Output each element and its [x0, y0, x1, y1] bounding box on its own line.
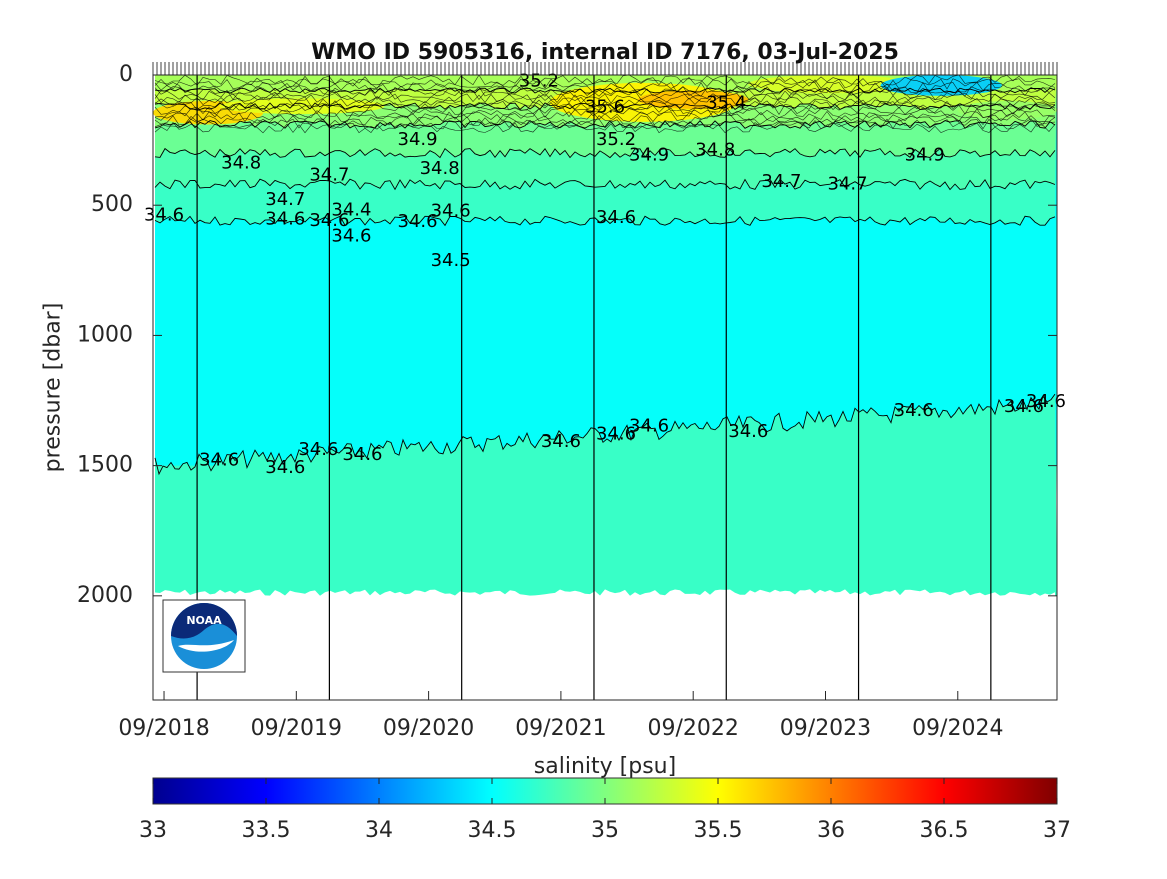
colorbar-tick-label: 33	[139, 818, 167, 843]
contour-label: 34.6	[629, 416, 669, 437]
contour-line	[154, 78, 1056, 90]
contour-label: 34.6	[265, 209, 305, 230]
contour-line	[154, 85, 1056, 97]
contour-label: 34.9	[398, 129, 438, 150]
contour-label: 34.8	[695, 140, 735, 161]
contour-label: 34.7	[827, 173, 867, 194]
contour-label: 34.6	[398, 211, 438, 232]
x-tick-label: 09/2022	[647, 716, 738, 741]
surface-salinity-patch	[219, 98, 385, 115]
noaa-logo-text: NOAA	[186, 614, 222, 627]
y-tick-label: 0	[119, 62, 133, 87]
contour-label: 34.5	[431, 250, 471, 271]
contour-label: 34.7	[265, 189, 305, 210]
contour-label: 34.8	[221, 153, 261, 174]
contour-label: 34.6	[265, 457, 305, 478]
salinity-field	[153, 75, 1057, 700]
contour-labels: 34.934.8 34.834.734.734.9 34.834.7 34.734.9…	[144, 71, 1066, 479]
colorbar-tick-label: 35	[591, 818, 619, 843]
contour-label: 34.6	[342, 444, 382, 465]
contour-line-34.6	[154, 393, 1056, 476]
colorbar-tick-label: 33.5	[242, 818, 291, 843]
y-axis-label: pressure [dbar]	[40, 302, 66, 473]
contour-label: 35.6	[585, 97, 625, 118]
contour-label: 34.9	[629, 145, 669, 166]
contour-line	[154, 75, 1056, 86]
noaa-logo: NOAA	[162, 599, 246, 673]
contour-label: 34.6	[331, 225, 371, 246]
contour-label: 35.4	[706, 93, 746, 114]
colorbar-tick-label: 36	[817, 818, 845, 843]
colorbar-tick-label: 34.5	[468, 818, 517, 843]
contour-line	[154, 110, 1056, 123]
contour-label: 34.6	[309, 210, 349, 231]
contour-label: 34.6	[541, 431, 581, 452]
x-tick-label: 09/2021	[515, 716, 606, 741]
contour-label: 34.4	[331, 199, 371, 220]
profile-dividers	[196, 75, 992, 700]
colorbar-tick-label: 35.5	[694, 818, 743, 843]
colorbar-label: salinity [psu]	[533, 754, 677, 779]
contour-label: 34.9	[905, 145, 945, 166]
contour-label: 34.6	[596, 423, 636, 444]
y-tick-label: 1000	[77, 322, 133, 347]
contour-lines	[154, 75, 1056, 476]
contour-line	[154, 81, 1056, 93]
contour-label: 34.6	[298, 439, 338, 460]
contour-label: 34.6	[199, 449, 239, 470]
y-tick-label: 1500	[77, 453, 133, 478]
contour-label: 34.6	[431, 201, 471, 222]
deep-water-band	[155, 394, 1057, 596]
contour-line	[154, 215, 1056, 227]
contour-label: 34.7	[309, 164, 349, 185]
chart-title: WMO ID 5905316, internal ID 7176, 03-Jul…	[311, 40, 899, 65]
contour-label: 34.6	[728, 421, 768, 442]
contour-line	[154, 100, 1056, 112]
surface-salinity-patch	[748, 75, 914, 94]
contour-label: 34.6	[894, 400, 934, 421]
contour-line	[154, 119, 1056, 129]
contour-label: 35.2	[596, 129, 636, 150]
x-tick-label: 09/2019	[251, 716, 342, 741]
colorbar: 33 33.5 34 34.5 35 35.5 36 36.5 37	[139, 777, 1071, 843]
contour-line	[154, 107, 1056, 119]
contour-label: 34.6	[1004, 396, 1044, 417]
y-tick-label: 500	[91, 192, 133, 217]
contour-line	[154, 92, 1056, 104]
axes: 0 500 1000 1500 2000 09/2018 09/2019 09/2020 09/…	[77, 62, 1058, 741]
x-tick-label: 09/2024	[912, 716, 1003, 741]
contour-label: 34.6	[1026, 391, 1066, 412]
x-tick-label: 09/2020	[383, 716, 474, 741]
contour-label: 34.6	[144, 205, 184, 226]
x-tick-label: 09/2018	[118, 716, 209, 741]
colorbar-tick-label: 37	[1043, 818, 1071, 843]
y-tick-label: 2000	[77, 583, 133, 608]
contour-line	[154, 147, 1056, 159]
x-tick-label: 09/2023	[780, 716, 871, 741]
contour-line	[154, 114, 1056, 126]
contour-line	[154, 178, 1056, 191]
contour-label: 34.7	[761, 171, 801, 192]
contour-label: 34.8	[420, 158, 460, 179]
contour-line	[154, 118, 1056, 130]
contour-label: 34.6	[596, 207, 636, 228]
contour-label: 35.2	[519, 71, 559, 92]
no-data-region	[155, 589, 1057, 700]
colorbar-tick-label: 36.5	[920, 818, 969, 843]
colorbar-tick-label: 34	[365, 818, 393, 843]
contour-line	[154, 122, 1056, 134]
